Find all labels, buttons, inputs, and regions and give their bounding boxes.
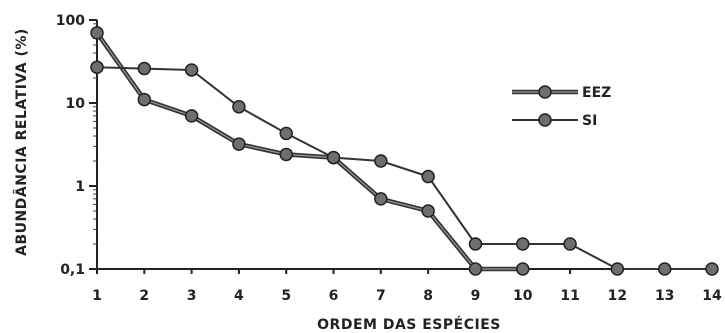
data-point [232,137,246,151]
data-point [516,262,530,276]
data-point [232,100,246,114]
data-point [374,192,388,206]
data-point [137,92,152,107]
x-tick-label: 13 [655,288,674,304]
legend-label: SI [582,113,597,129]
data-point [374,154,388,168]
legend-marker [538,113,552,127]
data-point [279,147,293,162]
legend-entry-si: SI [512,113,597,129]
data-point [705,262,719,276]
y-tick-label: 1 [75,179,85,195]
x-axis-title: ORDEM DAS ESPÉCIES [317,316,501,333]
x-tick-label: 8 [423,288,433,304]
series-line-highlight [96,32,523,270]
data-point [279,126,293,141]
x-tick-label: 7 [376,288,386,304]
data-point [516,237,530,251]
data-point [610,262,625,276]
x-tick-label: 3 [187,288,197,304]
legend-background [500,80,640,142]
x-tick-label: 12 [608,288,627,304]
data-point [137,61,152,76]
data-point [657,262,672,276]
y-axis-title: ABUNDÂNCIA RELATIVA (%) [13,28,30,256]
x-tick-label: 4 [234,288,244,304]
y-tick-label: 0,1 [60,262,85,278]
x-tick-label: 2 [139,288,149,304]
data-point [184,109,199,123]
x-tick-label: 14 [702,288,722,304]
x-tick-label: 9 [471,288,481,304]
series-eez [90,26,530,276]
x-tick-label: 1 [92,288,102,304]
series-line [96,66,712,270]
data-point [421,169,435,184]
chart-legend: EEZ SI [500,80,640,142]
x-tick-label: 10 [513,288,533,304]
x-tick-label: 6 [329,288,339,304]
series-si [90,60,719,276]
y-tick-label: 10 [66,96,86,112]
x-tick-label: 5 [281,288,291,304]
legend-entry-eez: EEZ [512,85,611,101]
data-point [326,150,341,165]
data-point [468,262,483,276]
data-point [90,26,104,40]
legend-marker [538,85,552,99]
y-tick-label: 100 [56,13,85,29]
data-point [563,237,577,251]
x-tick-label: 11 [560,288,579,304]
data-point [90,60,104,74]
legend-label: EEZ [582,85,611,101]
data-point [184,63,199,77]
data-point [421,204,435,218]
data-point [468,237,483,251]
chart-series [90,26,719,276]
